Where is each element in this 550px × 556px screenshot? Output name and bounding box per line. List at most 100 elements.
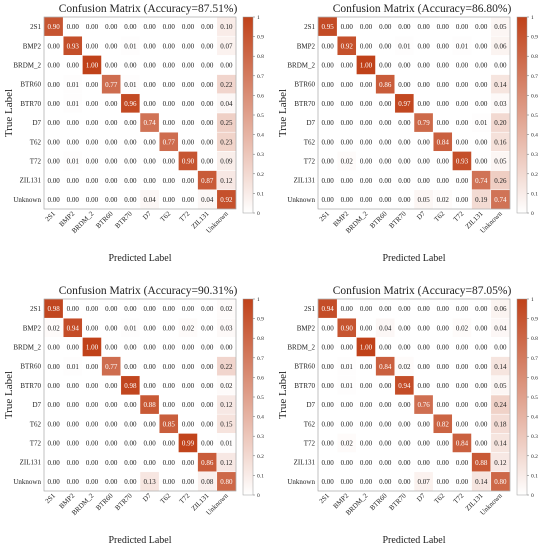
cell-value-label: 0.00 bbox=[105, 42, 118, 50]
cell-value-label: 0.01 bbox=[124, 42, 137, 50]
x-tick-label: Unknown bbox=[479, 491, 505, 517]
cell-value-label: 0.00 bbox=[341, 420, 354, 428]
colorbar-tick-label: 1 bbox=[257, 297, 260, 303]
cell-value-label: 0.00 bbox=[105, 324, 118, 332]
cell-value-label: 0.00 bbox=[379, 401, 392, 409]
cell-value-label: 0.02 bbox=[437, 196, 450, 204]
cell-value-label: 0.98 bbox=[47, 305, 60, 313]
cell-value-label: 0.98 bbox=[124, 382, 137, 390]
cell-value-label: 0.85 bbox=[163, 420, 176, 428]
cell-value-label: 0.00 bbox=[398, 81, 411, 89]
colorbar-tick-label: 1 bbox=[531, 15, 534, 21]
cell-value-label: 0.00 bbox=[86, 177, 99, 185]
cell-value-label: 0.12 bbox=[220, 401, 233, 409]
confusion-matrix-panel-4: Confusion Matrix (Accuracy=87.05%) 0.94 0.… bbox=[277, 285, 538, 546]
cell-value-label: 0.00 bbox=[417, 344, 430, 352]
y-tick-label: BMP2 bbox=[23, 324, 42, 332]
cell-value-label: 0.00 bbox=[437, 62, 450, 70]
confusion-matrix-panel-3: Confusion Matrix (Accuracy=90.31%) 0.98 0.… bbox=[3, 285, 264, 546]
cell-value-label: 0.00 bbox=[124, 420, 137, 428]
cell-value-label: 0.00 bbox=[47, 401, 60, 409]
cell-value-label: 0.00 bbox=[182, 196, 195, 204]
cell-value-label: 0.00 bbox=[437, 23, 450, 31]
cell-value-label: 0.00 bbox=[437, 440, 450, 448]
cell-value-label: 0.00 bbox=[143, 459, 156, 467]
y-tick-label: T62 bbox=[30, 420, 42, 428]
cell-value-label: 0.00 bbox=[398, 401, 411, 409]
colorbar-tick-label: 0.1 bbox=[257, 473, 264, 479]
cell-value-label: 0.00 bbox=[417, 440, 430, 448]
y-axis-label: True Label bbox=[277, 371, 289, 419]
cell-value-label: 0.01 bbox=[220, 440, 233, 448]
cell-value-label: 0.74 bbox=[494, 196, 507, 204]
cell-value-label: 0.00 bbox=[143, 138, 156, 146]
cell-value-label: 0.00 bbox=[341, 100, 354, 108]
cell-value-label: 0.00 bbox=[321, 363, 334, 371]
y-axis-label: True Label bbox=[3, 89, 15, 137]
grid-frame bbox=[317, 298, 511, 492]
cell-value-label: 0.00 bbox=[475, 401, 488, 409]
cell-value-label: 0.00 bbox=[360, 459, 373, 467]
colorbar-tick-label: 0.8 bbox=[531, 336, 538, 342]
y-tick-label: BTR60 bbox=[20, 81, 41, 89]
cell-value-label: 0.00 bbox=[182, 177, 195, 185]
cell-value-label: 0.00 bbox=[163, 196, 176, 204]
cell-value-label: 0.00 bbox=[321, 401, 334, 409]
x-tick-label: T62 bbox=[433, 491, 447, 505]
cell-value-label: 0.01 bbox=[341, 363, 354, 371]
cell-value-label: 0.00 bbox=[67, 401, 80, 409]
cell-value-label: 0.02 bbox=[341, 158, 354, 166]
cell-value-label: 0.92 bbox=[341, 42, 354, 50]
cell-value-label: 0.00 bbox=[360, 177, 373, 185]
cell-value-label: 0.00 bbox=[86, 440, 99, 448]
cell-value-label: 0.00 bbox=[321, 440, 334, 448]
cell-value-label: 0.00 bbox=[201, 158, 214, 166]
cell-value-label: 0.90 bbox=[47, 23, 60, 31]
cell-value-label: 0.04 bbox=[494, 324, 507, 332]
cell-value-label: 0.99 bbox=[182, 440, 195, 448]
cell-value-label: 0.00 bbox=[321, 158, 334, 166]
x-tick-label: T62 bbox=[433, 209, 447, 223]
chart-title: Confusion Matrix (Accuracy=86.80%) bbox=[333, 3, 512, 15]
cell-value-label: 0.00 bbox=[105, 158, 118, 166]
cell-value-label: 0.00 bbox=[220, 344, 233, 352]
cell-value-label: 0.00 bbox=[143, 23, 156, 31]
cell-value-label: 0.00 bbox=[475, 420, 488, 428]
cell-value-label: 0.00 bbox=[379, 305, 392, 313]
y-tick-label: D7 bbox=[306, 401, 315, 409]
cell-value-label: 0.00 bbox=[47, 420, 60, 428]
cell-value-label: 0.00 bbox=[124, 138, 137, 146]
y-tick-label: D7 bbox=[306, 119, 315, 127]
colorbar-tick-label: 0.7 bbox=[257, 74, 264, 80]
cell-value-label: 0.00 bbox=[67, 177, 80, 185]
x-tick-label: BTR60 bbox=[368, 209, 389, 230]
cell-value-label: 0.10 bbox=[220, 23, 233, 31]
y-tick-label: ZIL131 bbox=[294, 177, 316, 185]
cell-value-label: 0.00 bbox=[163, 440, 176, 448]
cell-value-label: 0.00 bbox=[143, 305, 156, 313]
cell-value-label: 0.01 bbox=[67, 158, 80, 166]
colorbar-tick-label: 0.3 bbox=[257, 434, 264, 440]
cell-value-label: 0.12 bbox=[494, 459, 507, 467]
colorbar-tick-label: 0.4 bbox=[531, 133, 538, 139]
cell-value-label: 0.92 bbox=[220, 196, 233, 204]
colorbar-tick-label: 0.9 bbox=[257, 317, 264, 323]
y-tick-label: BTR70 bbox=[20, 100, 41, 108]
cell-value-label: 0.05 bbox=[494, 23, 507, 31]
cell-value-label: 0.00 bbox=[201, 23, 214, 31]
cell-value-label: 0.00 bbox=[47, 62, 60, 70]
colorbar-tick-label: 0 bbox=[257, 211, 260, 217]
cell-value-label: 0.00 bbox=[456, 344, 469, 352]
confusion-matrix-panel-1: Confusion Matrix (Accuracy=87.51%)0.90 0.… bbox=[3, 3, 264, 264]
cell-value-label: 0.00 bbox=[456, 363, 469, 371]
cell-value-label: 0.00 bbox=[360, 401, 373, 409]
cell-value-label: 0.00 bbox=[143, 100, 156, 108]
cell-value-label: 0.00 bbox=[105, 196, 118, 204]
cell-value-label: 0.00 bbox=[379, 42, 392, 50]
cell-value-label: 0.02 bbox=[456, 324, 469, 332]
colorbar-tick-label: 0.3 bbox=[531, 152, 538, 158]
cell-value-label: 0.00 bbox=[321, 42, 334, 50]
cell-value-label: 0.00 bbox=[437, 81, 450, 89]
chart-title: Confusion Matrix (Accuracy=90.31%) bbox=[59, 285, 238, 297]
cell-value-label: 0.00 bbox=[360, 23, 373, 31]
